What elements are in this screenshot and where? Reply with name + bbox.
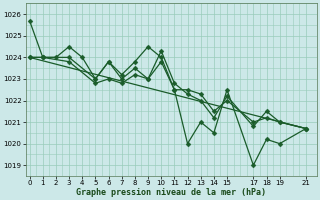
X-axis label: Graphe pression niveau de la mer (hPa): Graphe pression niveau de la mer (hPa) [76, 188, 266, 197]
